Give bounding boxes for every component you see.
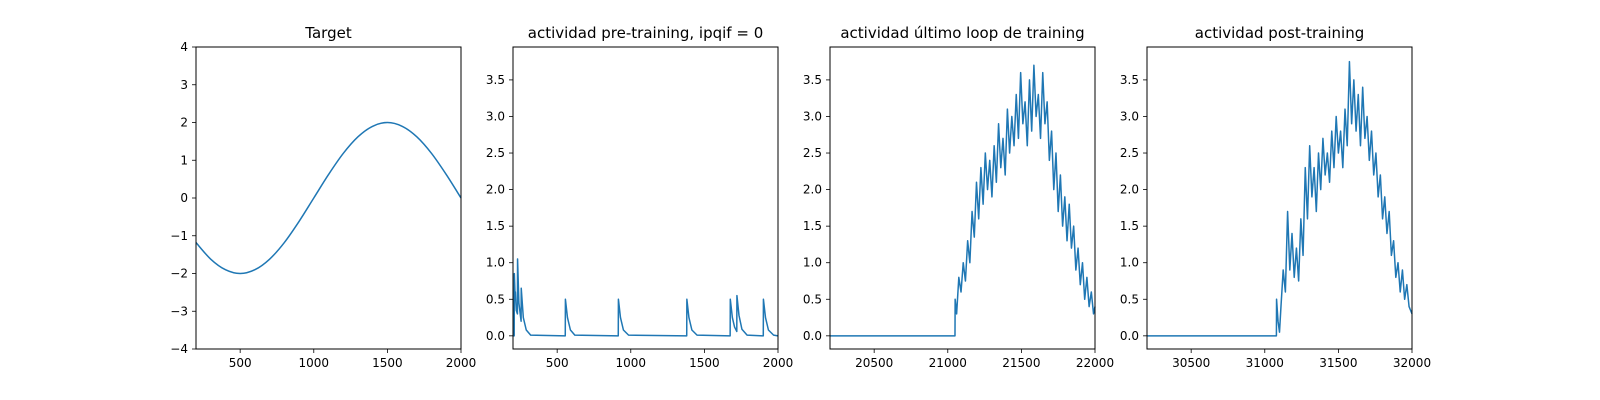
y-tick-label: 3.0 (803, 109, 822, 123)
x-tick-label: 31500 (1319, 356, 1357, 370)
y-tick-label: 0.5 (803, 292, 822, 306)
chart-panel-post-training: actividad post-training 30500 31000 31500 3… (1120, 24, 1431, 370)
chart-title: actividad último loop de training (840, 24, 1084, 42)
y-tick-label: 1.5 (803, 219, 822, 233)
y-tick-label: 3.0 (486, 109, 505, 123)
y-tick-label: 2.0 (1120, 183, 1139, 197)
tick-group: 30500 31000 31500 32000 0.0 0.5 1.0 1.5 2.0 2.5 3.… (1120, 73, 1431, 370)
plot-frame (512, 46, 779, 350)
y-tick-label: 3.5 (1120, 73, 1139, 87)
y-tick-label: 2.0 (486, 183, 505, 197)
y-tick-label: 3.0 (1120, 109, 1139, 123)
tick-group: 500 1000 1500 2000 −4 −3 −2 −1 0 1 2 3 4 (170, 40, 476, 370)
series-line (195, 121, 462, 275)
y-tick-label: 0.0 (1120, 329, 1139, 343)
plot-frame (1146, 46, 1413, 350)
chart-title: actividad pre-training, ipqif = 0 (528, 24, 764, 42)
chart-panel-pre-training: actividad pre-training, ipqif = 0 500 100… (486, 24, 793, 370)
tick-group: 500 1000 1500 2000 0.0 0.5 1.0 1.5 2.0 2.5 3.0 3.5 (486, 73, 793, 370)
x-tick-label: 1500 (372, 356, 403, 370)
x-tick-label: 1000 (299, 356, 330, 370)
series-line (1147, 60, 1413, 337)
y-tick-label: 3.5 (803, 73, 822, 87)
x-tick-label: 21500 (1002, 356, 1040, 370)
tick-group: 20500 21000 21500 22000 0.0 0.5 1.0 1.5 2.0 2.5 3.… (803, 73, 1114, 370)
y-tick-label: 2.5 (486, 146, 505, 160)
x-tick-label: 2000 (763, 356, 794, 370)
chart-panel-target: Target 500 1000 1500 2000 −4 −3 −2 −1 0 1 2 3 4 (170, 24, 476, 370)
x-tick-label: 1500 (689, 356, 720, 370)
y-tick-label: 0.5 (486, 292, 505, 306)
y-tick-label: −2 (170, 267, 188, 281)
y-tick-label: 2.5 (1120, 146, 1139, 160)
y-tick-label: 1.5 (486, 219, 505, 233)
x-tick-label: 22000 (1076, 356, 1114, 370)
series-line (830, 64, 1096, 337)
chart-panel-last-training-loop: actividad último loop de training 20500 2… (803, 24, 1114, 370)
x-tick-label: 500 (229, 356, 252, 370)
x-tick-label: 31000 (1246, 356, 1284, 370)
y-tick-label: 0.0 (803, 329, 822, 343)
y-tick-label: 4 (180, 40, 188, 54)
chart-title: actividad post-training (1195, 24, 1364, 42)
y-tick-label: 0.5 (1120, 292, 1139, 306)
y-tick-label: 1.5 (1120, 219, 1139, 233)
plot-frame (829, 46, 1096, 350)
y-tick-label: 3 (180, 78, 188, 92)
plot-frame (195, 46, 462, 350)
y-tick-label: −3 (170, 304, 188, 318)
y-tick-label: 1.0 (1120, 256, 1139, 270)
series-line (513, 258, 779, 337)
x-tick-label: 500 (546, 356, 569, 370)
x-tick-label: 1000 (616, 356, 647, 370)
x-tick-label: 21000 (929, 356, 967, 370)
chart-title: Target (304, 24, 352, 42)
y-tick-label: 1.0 (486, 256, 505, 270)
y-tick-label: 3.5 (486, 73, 505, 87)
y-tick-label: 1.0 (803, 256, 822, 270)
x-tick-label: 32000 (1393, 356, 1431, 370)
y-tick-label: 0 (180, 191, 188, 205)
y-tick-label: 0.0 (486, 329, 505, 343)
y-tick-label: 2.0 (803, 183, 822, 197)
x-tick-label: 20500 (855, 356, 893, 370)
y-tick-label: 2.5 (803, 146, 822, 160)
y-tick-label: −4 (170, 342, 188, 356)
x-tick-label: 30500 (1172, 356, 1210, 370)
y-tick-label: 1 (180, 153, 188, 167)
x-tick-label: 2000 (446, 356, 477, 370)
y-tick-label: −1 (170, 229, 188, 243)
y-tick-label: 2 (180, 116, 188, 130)
